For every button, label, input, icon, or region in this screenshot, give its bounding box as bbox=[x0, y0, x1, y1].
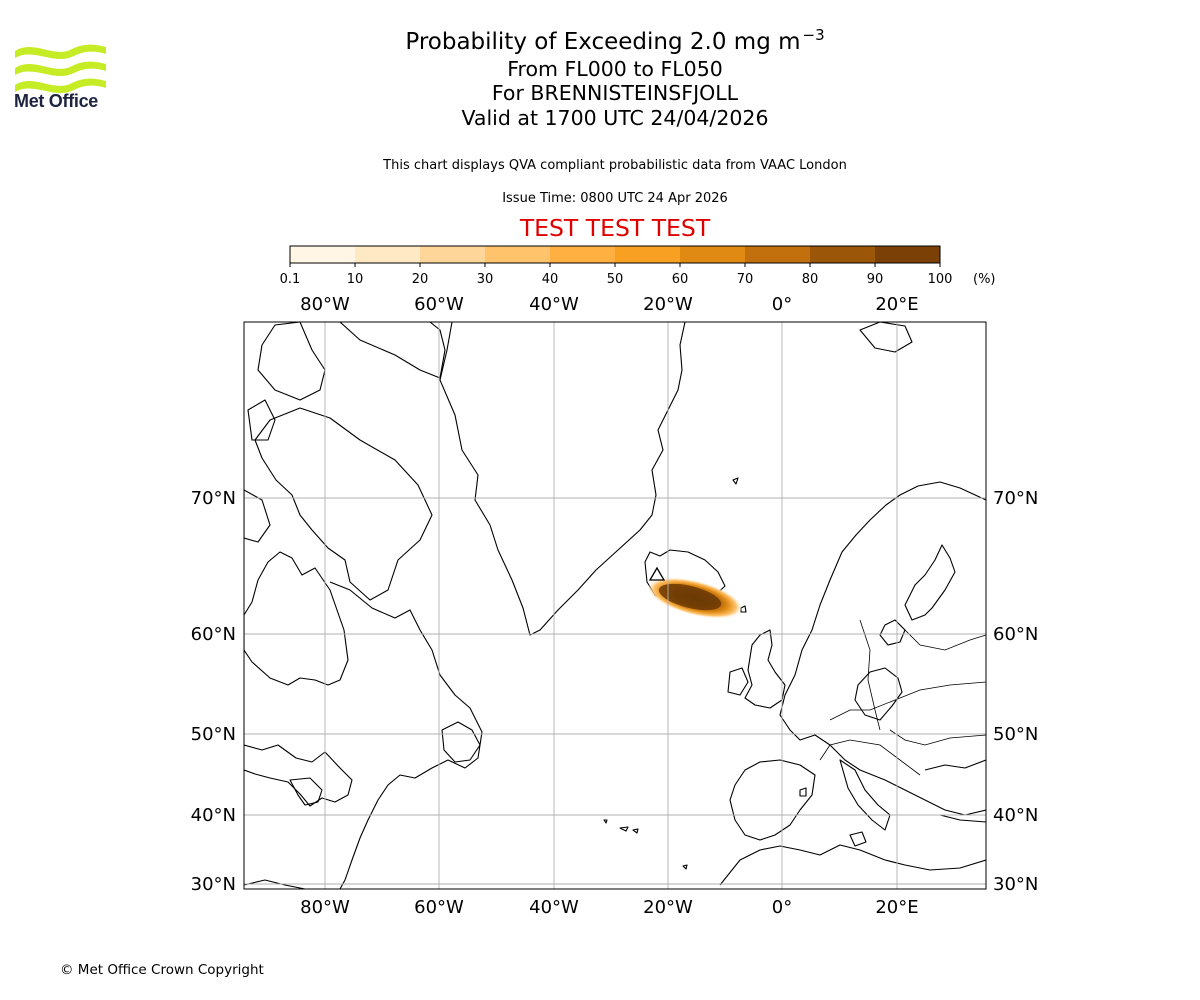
latitude-label-left: 60°N bbox=[191, 624, 236, 645]
colorbar-tick-label: 40 bbox=[542, 272, 559, 287]
latitude-label-right: 70°N bbox=[993, 488, 1038, 509]
longitude-label-bottom: 0° bbox=[772, 897, 792, 918]
longitude-label-top: 60°W bbox=[414, 294, 464, 315]
colorbar-tick-label: 0.1 bbox=[280, 272, 301, 287]
map-panel: 80°W 60°W 40°W 20°W 0° 20°E 80°W 60°W 40°W 20°W 0… bbox=[191, 294, 1039, 918]
probability-colorbar: 0.1 10 20 30 40 50 60 70 80 90 100 (%) bbox=[280, 245, 996, 287]
latitude-label-left: 50°N bbox=[191, 724, 236, 745]
chart-description: This chart displays QVA compliant probab… bbox=[383, 158, 847, 173]
longitude-label-top: 20°W bbox=[643, 294, 693, 315]
colorbar-segment bbox=[875, 246, 941, 263]
latitude-label-left: 30°N bbox=[191, 874, 236, 895]
met-office-brand: Met Office bbox=[14, 91, 99, 111]
colorbar-segment bbox=[420, 246, 486, 263]
latitude-label-right: 60°N bbox=[993, 624, 1038, 645]
met-office-logo-icon bbox=[15, 44, 106, 94]
test-banner: TEST TEST TEST bbox=[519, 214, 711, 242]
flight-level-range: From FL000 to FL050 bbox=[507, 56, 723, 81]
colorbar-tick-label: 30 bbox=[477, 272, 494, 287]
colorbar-tick-label: 70 bbox=[737, 272, 754, 287]
colorbar-tick-label: 100 bbox=[928, 272, 953, 287]
longitude-label-bottom: 80°W bbox=[300, 897, 350, 918]
europe-coastline bbox=[779, 481, 986, 816]
colorbar-tick-label: 60 bbox=[672, 272, 689, 287]
longitude-label-bottom: 40°W bbox=[529, 897, 579, 918]
colorbar-tick-label: 90 bbox=[867, 272, 884, 287]
ellesmere-coastline bbox=[257, 322, 326, 401]
latitude-label-right: 30°N bbox=[993, 874, 1038, 895]
ash-plume-core bbox=[658, 583, 722, 611]
chart-title: Probability of Exceeding 2.0 mg m −3 bbox=[405, 26, 825, 55]
latitude-label-right: 50°N bbox=[993, 724, 1038, 745]
greenland-coastline bbox=[439, 322, 686, 636]
valid-time: Valid at 1700 UTC 24/04/2026 bbox=[461, 105, 769, 130]
colorbar-segment bbox=[615, 246, 681, 263]
volcano-name: For BRENNISTEINSFJOLL bbox=[491, 81, 739, 106]
colorbar-tick-label: 80 bbox=[802, 272, 819, 287]
britain-coastline bbox=[744, 629, 786, 709]
chart-title-block: Probability of Exceeding 2.0 mg m −3 From… bbox=[0, 26, 1200, 130]
latitude-label-right: 40°N bbox=[993, 805, 1038, 826]
longitude-label-top: 80°W bbox=[300, 294, 350, 315]
north-america-coastline bbox=[244, 551, 349, 686]
baffin-island-coastline bbox=[254, 407, 433, 601]
colorbar-segment bbox=[745, 246, 811, 263]
colorbar-tick-label: 10 bbox=[347, 272, 364, 287]
latitude-label-left: 70°N bbox=[191, 488, 236, 509]
colorbar-segment bbox=[810, 246, 876, 263]
colorbar-segment bbox=[290, 246, 356, 263]
longitude-label-bottom: 60°W bbox=[414, 897, 464, 918]
colorbar-tick-label: 20 bbox=[412, 272, 429, 287]
colorbar-tick-label: 50 bbox=[607, 272, 624, 287]
colorbar-segment bbox=[550, 246, 616, 263]
longitude-label-bottom: 20°E bbox=[875, 897, 918, 918]
longitude-label-top: 40°W bbox=[529, 294, 579, 315]
issue-time: Issue Time: 0800 UTC 24 Apr 2026 bbox=[502, 191, 728, 206]
colorbar-segment bbox=[355, 246, 421, 263]
latitude-label-left: 40°N bbox=[191, 805, 236, 826]
volcano-triangle-icon bbox=[648, 566, 666, 581]
longitude-label-bottom: 20°W bbox=[643, 897, 693, 918]
longitude-label-top: 0° bbox=[772, 294, 792, 315]
longitude-label-top: 20°E bbox=[875, 294, 918, 315]
colorbar-segment bbox=[485, 246, 551, 263]
colorbar-unit: (%) bbox=[973, 272, 996, 287]
colorbar-segment bbox=[680, 246, 746, 263]
map-frame bbox=[243, 321, 987, 890]
copyright-notice: © Met Office Crown Copyright bbox=[60, 962, 264, 978]
